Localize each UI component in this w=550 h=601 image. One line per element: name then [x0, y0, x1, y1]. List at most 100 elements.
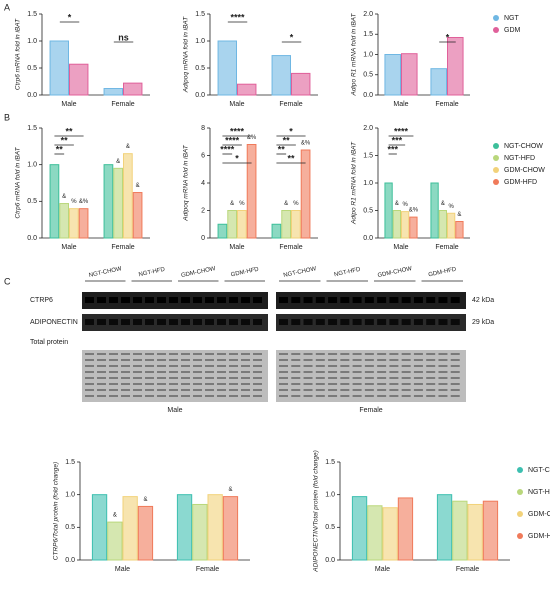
blot-stripe — [377, 383, 387, 385]
blot-band — [340, 319, 350, 325]
blot-stripe — [145, 353, 154, 355]
blot-stripe — [169, 377, 178, 379]
bar — [192, 503, 208, 561]
y-tick-label: 1.0 — [363, 180, 373, 187]
legend-label: GDM-HFD — [504, 179, 537, 186]
bar — [207, 494, 223, 561]
bar — [103, 88, 123, 96]
legend-label: NGT-HFD — [528, 489, 550, 496]
blot-stripe — [241, 377, 250, 379]
bar — [49, 164, 60, 239]
legend-label: GDM-HFD — [528, 533, 550, 540]
blot-stripe — [315, 389, 325, 391]
blot-stripe — [157, 359, 166, 361]
blot-stripe — [97, 377, 106, 379]
blot-stripe — [450, 389, 460, 391]
blot-stripe — [450, 353, 460, 355]
blot-stripe — [181, 353, 190, 355]
legend-label: NGT-CHOW — [528, 467, 550, 474]
y-axis-label: Adipo R1 mRNA fold in iBAT — [351, 141, 358, 225]
significance-label: **** — [230, 126, 245, 136]
blot-band — [328, 297, 338, 303]
y-tick-label: 0.5 — [325, 524, 335, 531]
blot-stripe — [389, 359, 399, 361]
blot-band — [157, 319, 166, 325]
bar — [59, 203, 69, 239]
blot-stripe — [401, 395, 411, 397]
blot-stripe — [229, 359, 238, 361]
significance-mark: & — [441, 201, 445, 207]
blot-band — [279, 319, 288, 325]
legend-swatch — [517, 511, 523, 517]
blot-band — [303, 297, 313, 303]
bar — [271, 55, 291, 96]
blot-group-label: GDM-CHOW — [377, 266, 413, 279]
blot-stripe — [401, 365, 411, 367]
blot-band — [169, 297, 178, 303]
bar — [430, 68, 448, 96]
blot-stripe — [377, 353, 387, 355]
bar — [447, 212, 456, 239]
blot-stripe — [303, 377, 313, 379]
blot-stripe — [157, 353, 166, 355]
x-tick-label: Female — [279, 101, 302, 108]
significance-label: ** — [283, 135, 291, 145]
blot-band — [377, 297, 387, 303]
bar — [91, 494, 108, 561]
significance-mark: % — [293, 201, 299, 207]
significance-mark: % — [448, 204, 454, 210]
blot-stripe — [97, 395, 106, 397]
significance-label: * — [446, 32, 450, 42]
blot-stripe — [303, 395, 313, 397]
blot-stripe — [121, 389, 130, 391]
blot-stripe — [253, 395, 262, 397]
blot-sex-label: Male — [167, 407, 182, 414]
blot-band — [253, 297, 262, 303]
blot-stripe — [193, 383, 202, 385]
bar — [227, 210, 237, 239]
bar — [237, 83, 257, 96]
blot-row-label: ADIPONECTIN — [30, 319, 78, 326]
blot-stripe — [169, 371, 178, 373]
blot-band — [279, 297, 288, 303]
blot-stripe — [253, 365, 262, 367]
blot-stripe — [426, 359, 436, 361]
y-tick-label: 0.0 — [363, 235, 373, 242]
blot-stripe — [328, 383, 338, 385]
blot-group-label: GDM-HFD — [230, 267, 260, 279]
blot-band — [340, 297, 350, 303]
blot-band — [193, 319, 202, 325]
blot-stripe — [181, 377, 190, 379]
blot-stripe — [364, 377, 374, 379]
blot-group-label: NGT-HFD — [138, 267, 166, 279]
y-tick-label: 0.0 — [363, 92, 373, 99]
blot-stripe — [315, 365, 325, 367]
blot-stripe — [364, 383, 374, 385]
blot-stripe — [217, 353, 226, 355]
significance-mark: & — [457, 212, 461, 218]
blot-stripe — [169, 395, 178, 397]
significance-label: ** — [278, 144, 286, 154]
blot-band — [389, 297, 399, 303]
blot-stripe — [181, 395, 190, 397]
blot-stripe — [389, 377, 399, 379]
blot-stripe — [229, 371, 238, 373]
blot-stripe — [217, 359, 226, 361]
blot-stripe — [241, 353, 250, 355]
blot-band — [315, 319, 325, 325]
blot-band — [450, 297, 460, 303]
blot-stripe — [193, 365, 202, 367]
y-tick-label: 0.0 — [325, 557, 335, 564]
y-tick-label: 2.0 — [363, 11, 373, 18]
blot-stripe — [352, 383, 362, 385]
legend-label: GDM-CHOW — [528, 511, 550, 518]
blot-stripe — [450, 377, 460, 379]
blot-stripe — [253, 383, 262, 385]
y-tick-label: 1.0 — [195, 38, 205, 45]
blot-stripe — [109, 365, 118, 367]
blot-stripe — [253, 377, 262, 379]
blot-stripe — [291, 383, 301, 385]
significance-mark: &% — [247, 135, 257, 141]
blot-stripe — [377, 395, 387, 397]
significance-mark: % — [239, 201, 245, 207]
